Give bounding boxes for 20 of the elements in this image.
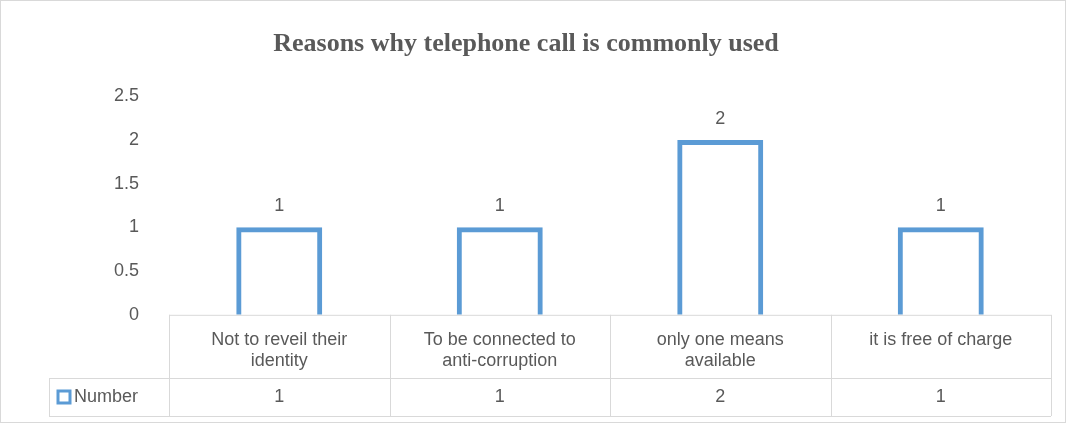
x-tick-label: To be connected to anti-corruption [423, 328, 576, 371]
y-tick-label: 1.5 [113, 172, 139, 193]
y-tick-label: 0.5 [113, 260, 139, 281]
annotation: 1 [494, 195, 505, 216]
annotation: 1 [274, 195, 285, 216]
annotation: 1 [935, 195, 946, 216]
data-label: 1 [494, 385, 505, 406]
y-tick-label: 2.5 [113, 85, 139, 106]
data-label: 1 [274, 385, 285, 406]
x-tick-label: Not to reveil their identity [211, 328, 348, 371]
annotation: 2 [715, 107, 726, 128]
x-tick-label: it is free of charge [869, 328, 1013, 349]
chart-title: Reasons why telephone call is commonly used [273, 28, 780, 58]
x-tick-label: only one means available [656, 328, 784, 371]
y-tick-label: 1 [128, 216, 139, 237]
y-tick-label: 0 [128, 303, 139, 324]
legend-label: Number [74, 385, 139, 406]
y-tick-label: 2 [128, 128, 139, 149]
data-label: 1 [935, 385, 946, 406]
data-label: 2 [715, 385, 726, 406]
